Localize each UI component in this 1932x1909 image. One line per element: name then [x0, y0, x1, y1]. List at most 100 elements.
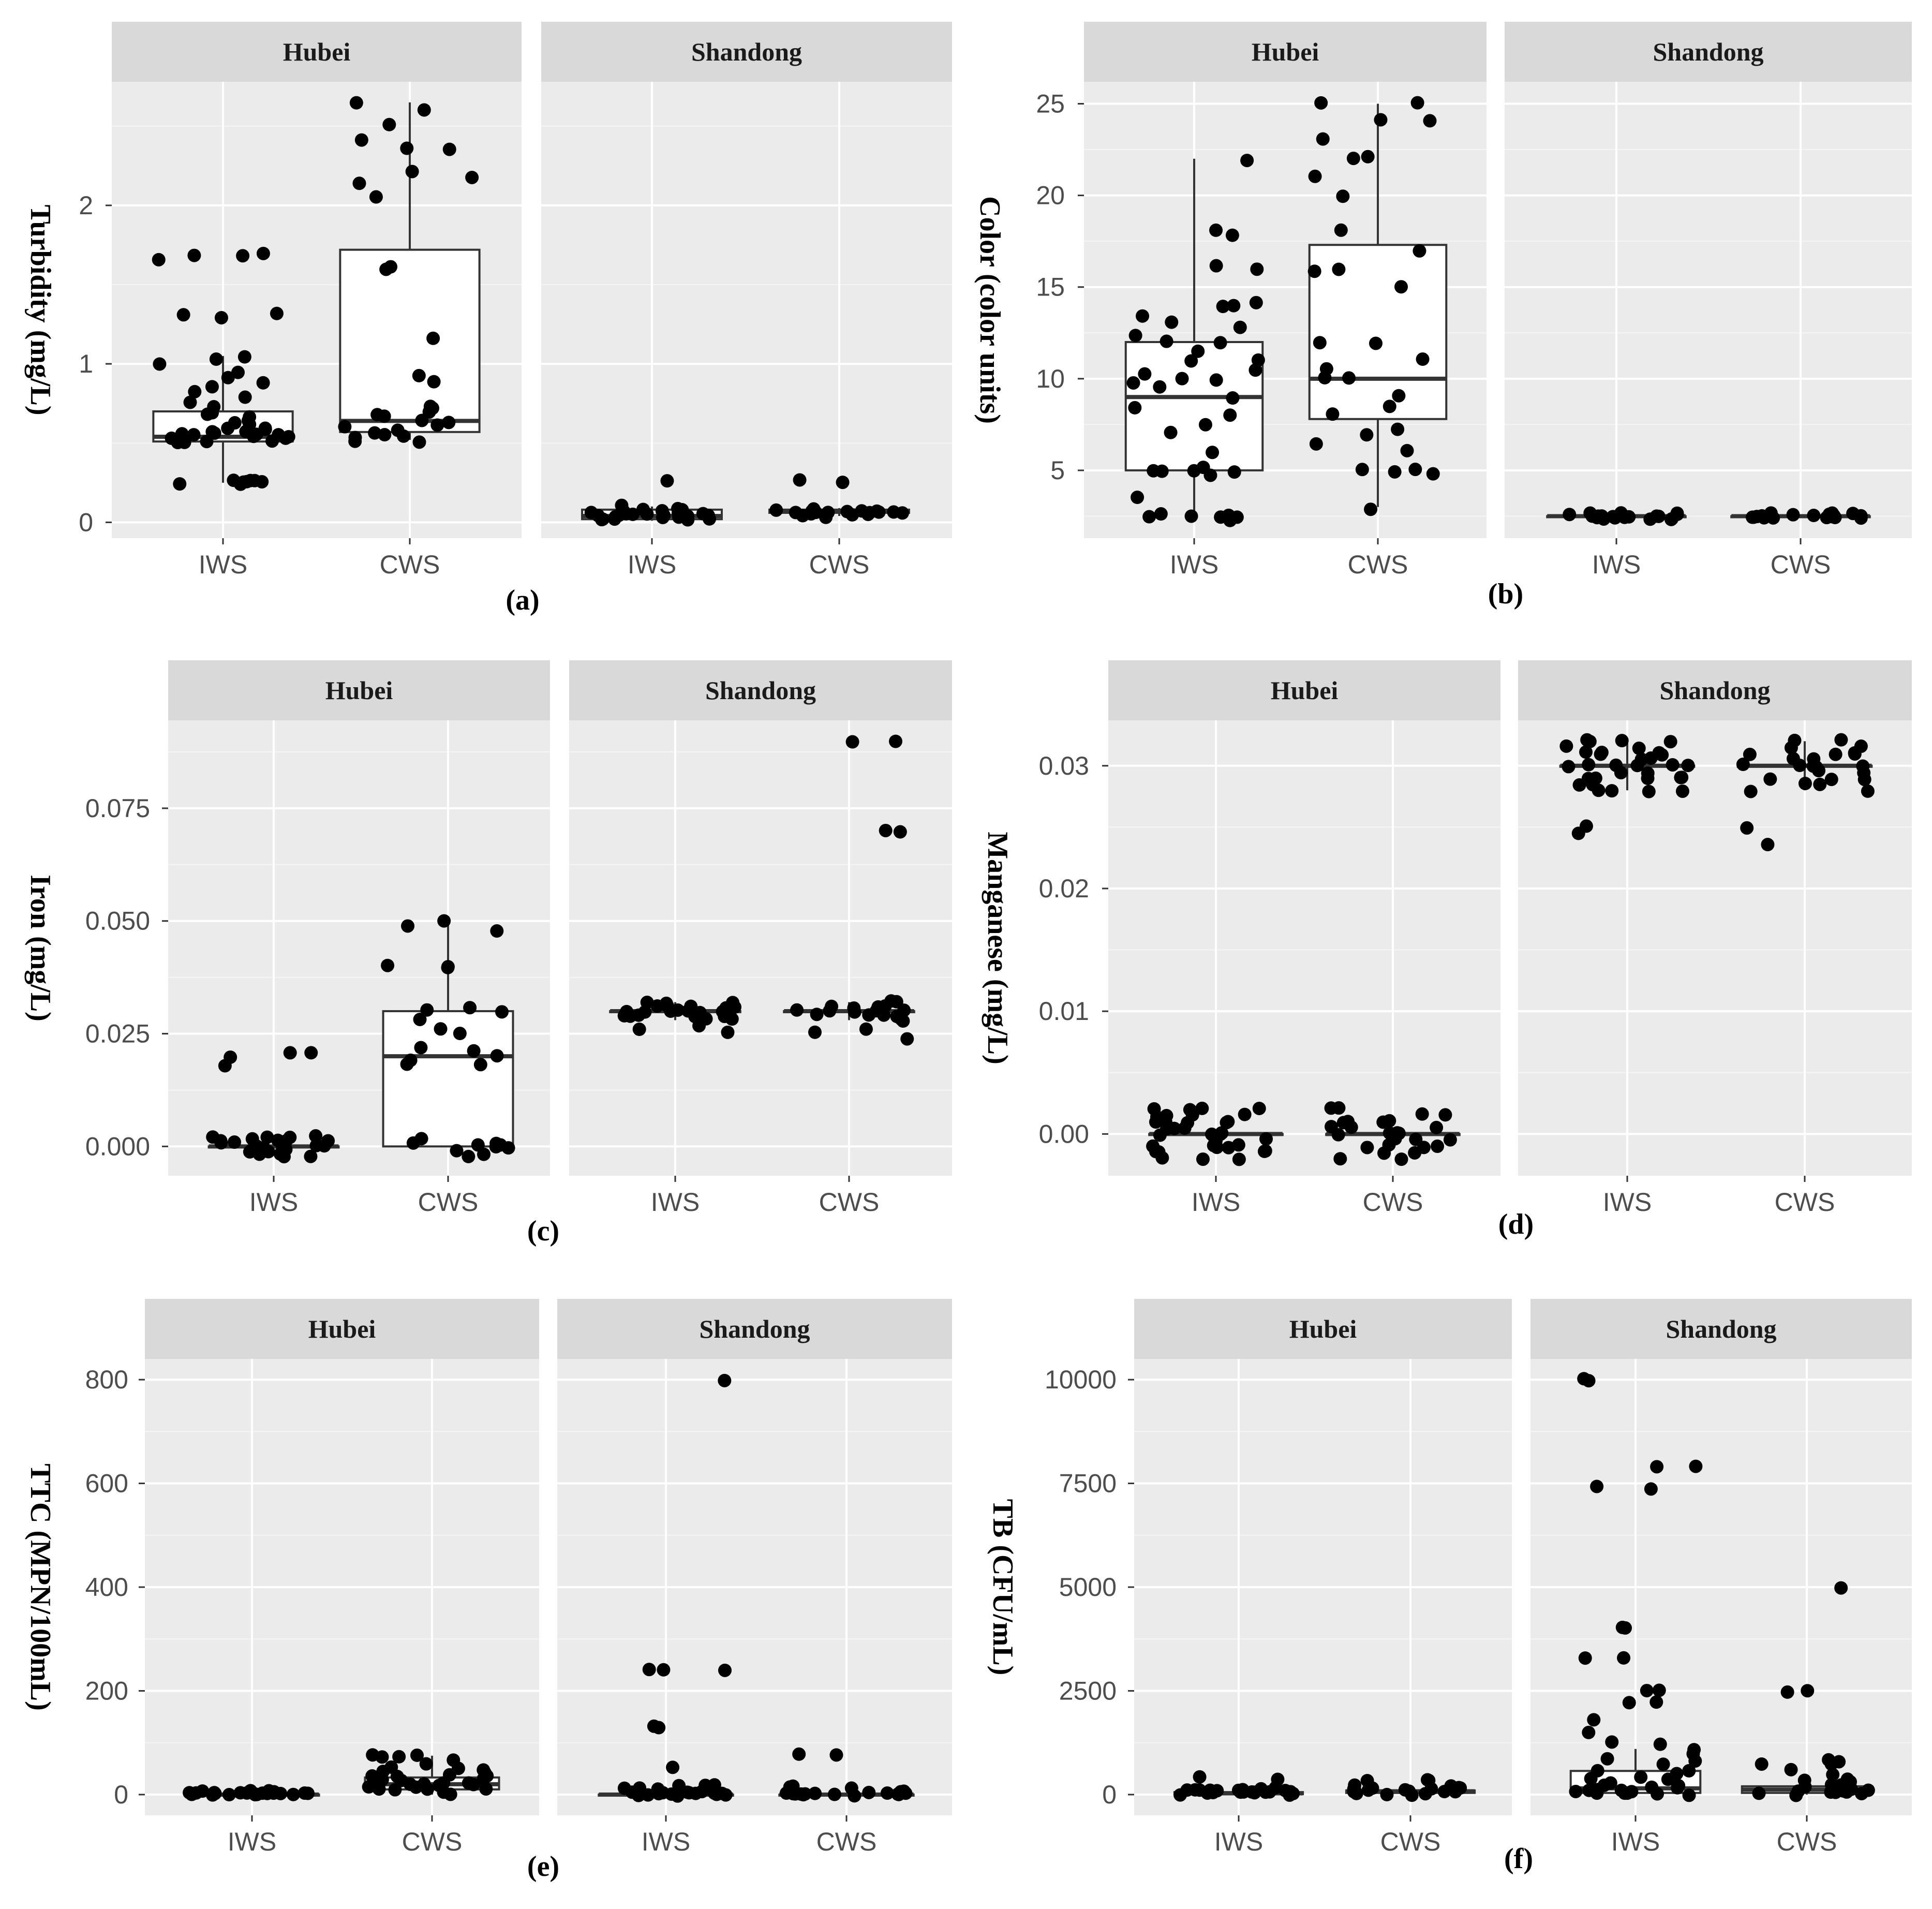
x-tick-label: IWS [1214, 1827, 1263, 1856]
data-point [1400, 443, 1414, 457]
y-tick-label: 0 [1102, 1780, 1117, 1809]
y-axis-label: TB (CFU/mL) [987, 1499, 1019, 1676]
panel-label: (a) [506, 584, 539, 616]
data-point [1220, 1116, 1233, 1130]
facet-strip-label: Shandong [699, 1314, 810, 1343]
data-point [859, 1022, 873, 1036]
data-point [1430, 1120, 1444, 1134]
data-point [1319, 362, 1333, 376]
data-point [238, 390, 252, 404]
data-point [1142, 510, 1156, 524]
data-point [218, 1059, 232, 1073]
data-point [490, 1049, 504, 1063]
data-point [1578, 1651, 1592, 1665]
data-point [1603, 1776, 1617, 1790]
data-point [1126, 376, 1140, 390]
data-point [1376, 1115, 1390, 1129]
data-point [412, 368, 426, 382]
data-point [1689, 1459, 1703, 1473]
data-point [1423, 114, 1437, 128]
box [339, 248, 481, 433]
data-point [1165, 315, 1179, 329]
data-point [640, 996, 654, 1010]
y-tick-label: 400 [85, 1573, 128, 1602]
data-point [270, 306, 284, 320]
data-point [1587, 1713, 1601, 1727]
facet-strip [1134, 1299, 1512, 1359]
data-point [441, 960, 455, 974]
data-point [245, 1132, 259, 1146]
y-tick-label: 0.000 [85, 1132, 150, 1161]
data-point [283, 1046, 297, 1060]
box [1308, 244, 1448, 420]
data-point [1191, 344, 1205, 358]
data-point [1763, 772, 1777, 786]
data-point [255, 475, 269, 489]
facet-shandong: Shandong IWS CWS [569, 660, 952, 1217]
data-point [872, 505, 886, 519]
data-point [1813, 777, 1827, 791]
data-point [1184, 354, 1198, 368]
facet-strip [145, 1299, 539, 1359]
data-point [1238, 1107, 1252, 1121]
y-axis-label: Color (color units) [974, 196, 1006, 424]
data-point [692, 1019, 706, 1033]
y-tick-label: 0 [114, 1780, 128, 1809]
data-point [187, 248, 201, 262]
data-point [718, 1373, 732, 1387]
boxplot-iws [1173, 1770, 1304, 1802]
data-point [1452, 1781, 1466, 1795]
data-point [897, 1003, 911, 1017]
data-point [1180, 1783, 1194, 1797]
facet-strip [112, 22, 522, 82]
data-point [1153, 1128, 1167, 1142]
data-point [1675, 784, 1689, 798]
data-point [207, 1786, 221, 1800]
facet-strip [1505, 22, 1912, 82]
data-point [699, 1779, 712, 1793]
data-point [1642, 785, 1656, 798]
data-point [632, 1023, 646, 1037]
data-point [417, 103, 431, 117]
facet-strip [1530, 1299, 1912, 1359]
boxplot-cws [1345, 1773, 1476, 1802]
data-point [309, 1138, 323, 1152]
data-point [1670, 1767, 1684, 1781]
data-point [1250, 262, 1264, 276]
data-point [1223, 408, 1237, 422]
data-point [1160, 334, 1173, 348]
y-tick-label: 0 [79, 508, 93, 537]
data-point [1649, 1695, 1663, 1709]
data-point [1650, 1460, 1664, 1474]
data-point [1666, 758, 1680, 772]
data-point [214, 310, 228, 324]
data-point [1394, 1152, 1408, 1166]
panel-background [1518, 720, 1912, 1176]
facet-strip-label: Hubei [325, 676, 393, 705]
data-point [382, 117, 396, 131]
data-point [651, 1782, 665, 1796]
data-point [1761, 838, 1775, 852]
data-point [671, 506, 685, 520]
data-point [1615, 734, 1629, 748]
data-point [1391, 422, 1405, 436]
data-point [273, 1147, 287, 1161]
data-point [1326, 407, 1340, 421]
data-point [1225, 228, 1239, 242]
data-point [1682, 1764, 1696, 1778]
data-point [1178, 1121, 1192, 1135]
panel-label: (b) [1488, 578, 1523, 610]
facet-hubei: Hubei IWS CWS [168, 660, 550, 1217]
data-point [1245, 1785, 1259, 1799]
data-point [1625, 1785, 1639, 1799]
data-point [236, 249, 250, 263]
data-point [1307, 264, 1321, 278]
y-tick-label: 2 [79, 191, 93, 220]
data-point [1848, 746, 1862, 760]
boxplot-iws [598, 1373, 734, 1803]
y-tick-label: 10000 [1045, 1365, 1117, 1394]
data-point [1652, 1683, 1666, 1697]
data-point [880, 1786, 894, 1800]
data-point [175, 427, 189, 441]
